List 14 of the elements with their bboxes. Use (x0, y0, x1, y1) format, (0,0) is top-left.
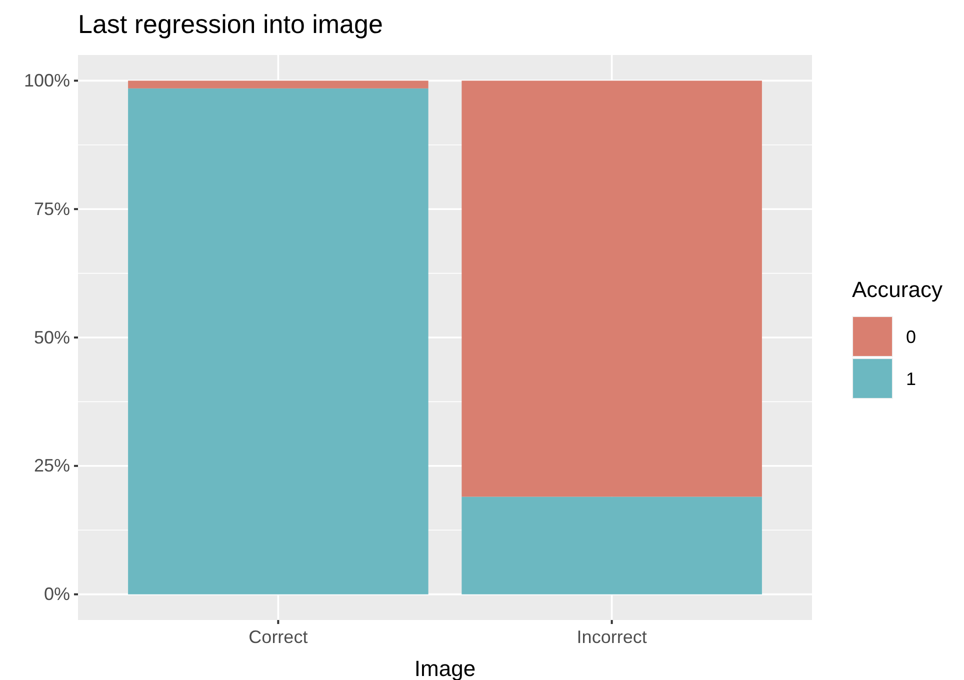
legend-title: Accuracy (852, 277, 942, 302)
bar (462, 496, 762, 594)
bar (128, 80, 428, 88)
x-tick-label: Incorrect (576, 626, 647, 647)
legend-label: 1 (906, 369, 916, 389)
legend-label: 0 (906, 327, 916, 347)
y-tick-label: 0% (44, 584, 70, 604)
y-tick-label: 100% (24, 70, 70, 90)
bar (462, 80, 762, 497)
chart-title: Last regression into image (78, 9, 383, 39)
y-tick-label: 25% (34, 456, 70, 476)
y-tick-label: 75% (34, 198, 70, 219)
y-tick-label: 50% (34, 327, 70, 348)
x-tick-label: Correct (248, 626, 308, 647)
